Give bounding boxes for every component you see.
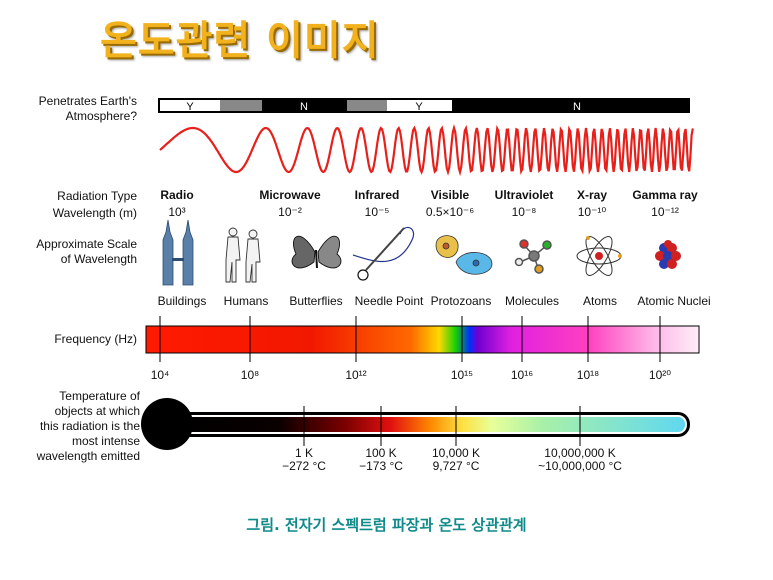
temperature-label-line3: this radiation is the: [39, 419, 140, 433]
frequency-tick-label: 10¹⁶: [510, 368, 534, 382]
scale-object-label: Molecules: [504, 294, 560, 308]
wavelength-value: 10⁻⁸: [511, 205, 537, 219]
atom-icon: [576, 236, 622, 276]
atmosphere-label: Penetrates Earth's Atmosphere?: [0, 94, 137, 124]
temperature-label-line1: Temperature of: [59, 389, 140, 403]
radiation-type-2: Microwave: [259, 188, 321, 202]
radiation-type-5: Ultraviolet: [494, 188, 554, 202]
humans-icon: [225, 227, 261, 283]
atmosphere-label-line1: Penetrates Earth's: [38, 94, 137, 108]
temperature-celsius: 9,727 °C: [432, 459, 480, 473]
temperature-label-line4: most intense: [71, 434, 140, 448]
wavelength-wave: [159, 124, 694, 177]
scale-object-label: Atoms: [582, 294, 618, 308]
atomic-nuclei-icon: [655, 240, 681, 269]
radiation-type-label: Radiation Type: [57, 189, 137, 203]
radiation-type-4: Visible: [430, 188, 470, 202]
scale-object-label: Butterflies: [289, 294, 343, 308]
wavelength-value: 10⁻¹⁰: [577, 205, 607, 219]
slide-title: 온도관련 이미지: [100, 18, 380, 64]
wavelength-value: 10⁻¹²: [651, 205, 679, 219]
temperature-label-line5: wavelength emitted: [36, 449, 140, 463]
butterfly-icon: [291, 235, 342, 269]
atmosphere-label-line2: Atmosphere?: [65, 109, 137, 123]
needle-point-icon: [352, 226, 415, 281]
radiation-type-7: Gamma ray: [632, 188, 698, 202]
scale-label: Approximate Scale of Wavelength: [0, 237, 137, 267]
frequency-bar: [145, 325, 700, 354]
wavelength-label: Wavelength (m): [52, 206, 137, 220]
temperature-kelvin: 1 K: [294, 446, 314, 460]
temperature-celsius: −272 °C: [282, 459, 326, 473]
temperature-thermometer: [141, 398, 690, 450]
atmosphere-bar: Y N Y N: [158, 98, 690, 113]
atmosphere-segment-y2: [387, 100, 452, 111]
radiation-type-1: Radio: [160, 188, 194, 202]
atmosphere-segment-y1: [160, 100, 220, 111]
molecules-icon: [514, 239, 552, 274]
atmosphere-segment-label: N: [573, 101, 581, 113]
scale-label-line2: of Wavelength: [60, 252, 137, 266]
wavelength-value: 10⁻⁵: [364, 205, 390, 219]
atmosphere-segment-label: N: [300, 101, 308, 113]
frequency-tick-label: 10⁸: [240, 368, 260, 382]
wavelength-value: 0.5×10⁻⁶: [425, 205, 475, 219]
temperature-kelvin: 10,000 K: [431, 446, 481, 460]
radiation-type-6: X-ray: [576, 188, 608, 202]
temperature-kelvin: 10,000,000 K: [544, 446, 616, 460]
buildings-icon: [162, 219, 194, 286]
scale-object-label: Humans: [223, 294, 269, 308]
temperature-label: Temperature of objects at which this rad…: [0, 389, 140, 464]
radiation-type-3: Infrared: [354, 188, 400, 202]
wavelength-value: 10³: [168, 205, 186, 219]
wavelength-value: 10⁻²: [278, 205, 302, 219]
temperature-celsius: ~10,000,000 °C: [538, 459, 622, 473]
temperature-label-line2: objects at which: [54, 404, 140, 418]
protozoans-icon: [435, 235, 493, 275]
scale-object-label: Needle Point: [354, 294, 424, 308]
frequency-label: Frequency (Hz): [54, 332, 137, 346]
atmosphere-segment-label: Y: [415, 101, 423, 113]
temperature-celsius: −173 °C: [359, 459, 403, 473]
atmosphere-segment-label: Y: [186, 101, 194, 113]
frequency-tick-label: 10⁴: [150, 368, 170, 382]
scale-object-label: Atomic Nuclei: [637, 294, 711, 308]
scale-object-label: Protozoans: [430, 294, 492, 308]
scale-object-label: Buildings: [157, 294, 207, 308]
frequency-tick-label: 10¹⁸: [576, 368, 600, 382]
figure-caption: 그림. 전자기 스펙트럼 파장과 온도 상관관계: [246, 516, 527, 534]
atmosphere-segment-partial2: [347, 100, 387, 111]
frequency-tick-label: 10¹²: [345, 368, 367, 382]
frequency-tick-label: 10²⁰: [648, 368, 672, 382]
atmosphere-segment-partial1: [220, 100, 262, 111]
frequency-tick-label: 10¹⁵: [450, 368, 474, 382]
scale-label-line1: Approximate Scale: [36, 237, 137, 251]
temperature-kelvin: 100 K: [365, 446, 397, 460]
